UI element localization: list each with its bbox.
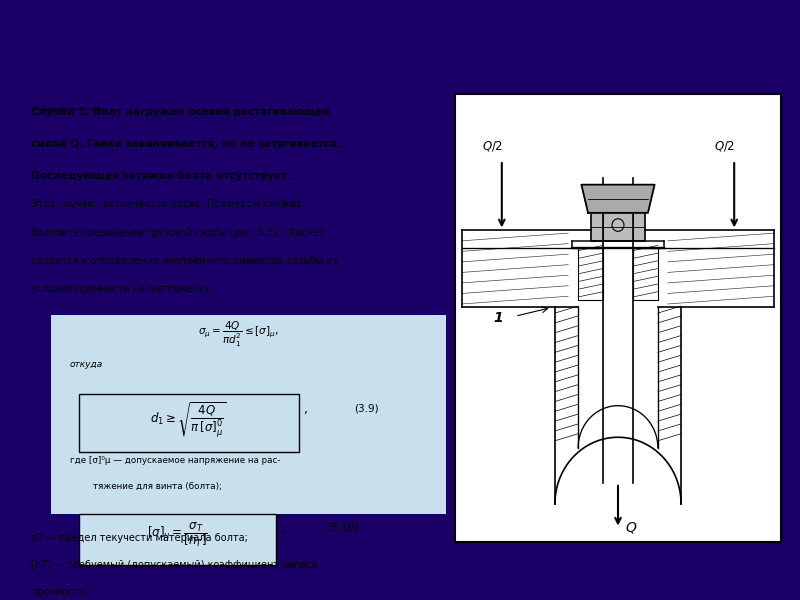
FancyBboxPatch shape <box>50 315 446 514</box>
Bar <box>578 248 603 301</box>
Bar <box>633 248 658 301</box>
Text: [nT] — требуемый (допускаемый) коэффициент запаса: [nT] — требуемый (допускаемый) коэффицие… <box>31 560 318 570</box>
FancyBboxPatch shape <box>79 394 298 452</box>
Text: сводится к определению внутреннего диаметра резьбы из: сводится к определению внутреннего диаме… <box>31 256 338 266</box>
Polygon shape <box>582 185 654 213</box>
Text: ,: , <box>304 403 308 416</box>
Text: болтовое соединение грузовой скобы (рис. 3.32). Расчет: болтовое соединение грузовой скобы (рис.… <box>31 227 324 238</box>
FancyBboxPatch shape <box>79 514 275 565</box>
Text: (3.9): (3.9) <box>354 403 378 413</box>
Text: силой Q. Гайка завинчивается, но не затягивается.: силой Q. Гайка завинчивается, но не затя… <box>31 139 341 149</box>
Text: ,: , <box>281 523 285 535</box>
Text: Этот случай   встречается редко. Примером служит: Этот случай встречается редко. Примером … <box>31 199 302 209</box>
Text: где [σ]⁰μ — допускаемое напряжение на рас-: где [σ]⁰μ — допускаемое напряжение на ра… <box>70 456 280 465</box>
Text: $Q/2$: $Q/2$ <box>482 139 503 153</box>
Text: откуда: откуда <box>70 360 103 369</box>
Text: 1: 1 <box>494 311 503 325</box>
Text: тяжение для винта (болта);: тяжение для винта (болта); <box>93 482 222 491</box>
Text: 25: 25 <box>738 32 761 51</box>
Text: $d_1 \geq \sqrt{\dfrac{4Q}{\pi\,[\sigma]^0_{\mu}}}$: $d_1 \geq \sqrt{\dfrac{4Q}{\pi\,[\sigma]… <box>150 401 227 439</box>
Text: РАСЧЕТ РЕЗЬБОВЫХ СОЕДИНЕНИЙ НА ПРОЧНОСТЬ ПРИ: РАСЧЕТ РЕЗЬБОВЫХ СОЕДИНЕНИЙ НА ПРОЧНОСТЬ… <box>118 23 637 41</box>
Text: ПОСТОЯННОЙ НАГРУЗКЕ: ПОСТОЯННОЙ НАГРУЗКЕ <box>262 54 492 69</box>
Text: (3.10): (3.10) <box>327 523 358 532</box>
Text: условия прочности на растяжение: условия прочности на растяжение <box>31 284 211 294</box>
Polygon shape <box>591 213 645 241</box>
Text: σT — предел текучести материала болта;: σT — предел текучести материала болта; <box>31 533 248 543</box>
Text: $\sigma_{\mu} = \dfrac{4Q}{\pi d_1^2} \leq [\sigma]_{\mu},$: $\sigma_{\mu} = \dfrac{4Q}{\pi d_1^2} \l… <box>198 320 279 349</box>
Text: Случай 1. Болт нагружен осевой растягивающей: Случай 1. Болт нагружен осевой растягива… <box>31 107 330 117</box>
Text: $Q/2$: $Q/2$ <box>714 139 735 153</box>
Text: $Q$: $Q$ <box>625 520 637 535</box>
Text: Последующая затяжка болта отсутствует.: Последующая затяжка болта отсутствует. <box>31 170 292 181</box>
Text: прочности.: прочности. <box>31 587 88 598</box>
Text: $[\sigma]_{\mu} = \dfrac{\sigma_T}{[n_T]}$: $[\sigma]_{\mu} = \dfrac{\sigma_T}{[n_T]… <box>147 520 208 550</box>
